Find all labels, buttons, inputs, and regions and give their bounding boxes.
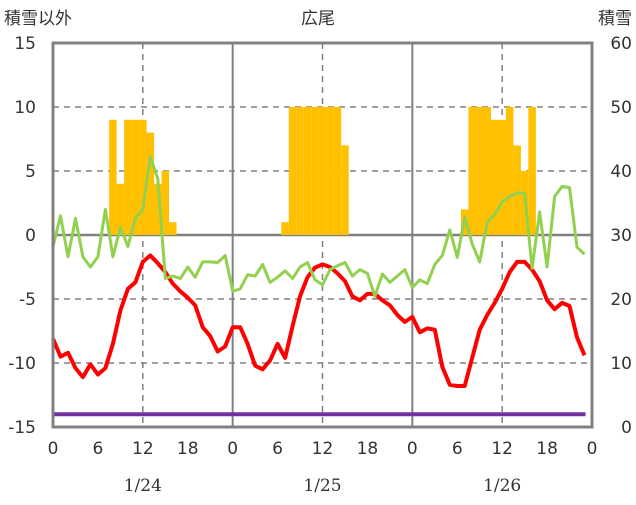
bar xyxy=(131,119,140,235)
bar xyxy=(116,183,125,235)
y-tick-right: 60 xyxy=(610,34,632,54)
bar xyxy=(303,107,312,235)
bar xyxy=(505,107,514,235)
red-series-line xyxy=(51,253,587,388)
bar xyxy=(296,107,304,235)
y-tick-left: 10 xyxy=(14,98,36,118)
x-tick: 12 xyxy=(312,439,334,459)
bar xyxy=(161,171,170,235)
bar xyxy=(513,145,521,235)
bar xyxy=(528,107,536,235)
x-tick: 12 xyxy=(491,439,513,459)
green-series-line xyxy=(51,155,586,298)
lines xyxy=(51,155,587,417)
x-tick: 0 xyxy=(407,439,418,459)
plot-border xyxy=(51,41,594,429)
y-tick-right: 20 xyxy=(610,290,632,310)
y-tick-left: 0 xyxy=(25,226,36,246)
bar xyxy=(483,107,491,235)
x-tick: 18 xyxy=(357,439,379,459)
bar xyxy=(281,222,289,235)
bar xyxy=(288,107,297,235)
bar xyxy=(124,119,132,235)
x-tick: 0 xyxy=(48,439,59,459)
bar xyxy=(475,107,484,235)
y-tick-right: 50 xyxy=(610,98,632,118)
x-tick: 0 xyxy=(227,439,238,459)
x-tick: 6 xyxy=(93,439,104,459)
bar xyxy=(169,222,177,235)
y-tick-right: 40 xyxy=(610,162,632,182)
bar xyxy=(154,183,162,235)
y-tick-right: 10 xyxy=(610,354,632,374)
y-tick-left: -15 xyxy=(8,418,36,438)
bar xyxy=(490,119,499,235)
x-tick: 12 xyxy=(132,439,154,459)
y-tick-right: 0 xyxy=(621,418,632,438)
y-tick-left: -5 xyxy=(19,290,36,310)
x-tick: 0 xyxy=(587,439,598,459)
bar xyxy=(341,145,349,235)
chart-title: 広尾 xyxy=(301,9,335,29)
bar xyxy=(139,119,147,235)
date-label: 1/26 xyxy=(483,476,521,496)
bar xyxy=(146,132,155,235)
bar xyxy=(311,107,319,235)
date-label: 1/24 xyxy=(124,476,162,496)
bar xyxy=(326,107,334,235)
bar xyxy=(333,107,342,235)
y-tick-right: 30 xyxy=(610,226,632,246)
y-tick-left: 15 xyxy=(14,34,36,54)
x-tick: 18 xyxy=(536,439,558,459)
x-tick: 6 xyxy=(272,439,283,459)
y-tick-left: -10 xyxy=(8,354,36,374)
y-tick-left: 5 xyxy=(25,162,36,182)
bars xyxy=(109,107,536,235)
bar xyxy=(109,119,117,235)
x-tick: 6 xyxy=(452,439,463,459)
left-axis-title: 積雪以外 xyxy=(4,9,72,29)
x-tick: 18 xyxy=(177,439,199,459)
bar xyxy=(318,107,327,235)
right-axis-title: 積雪 xyxy=(598,9,632,29)
date-label: 1/25 xyxy=(303,476,341,496)
bar xyxy=(498,119,506,235)
bar xyxy=(468,107,476,235)
